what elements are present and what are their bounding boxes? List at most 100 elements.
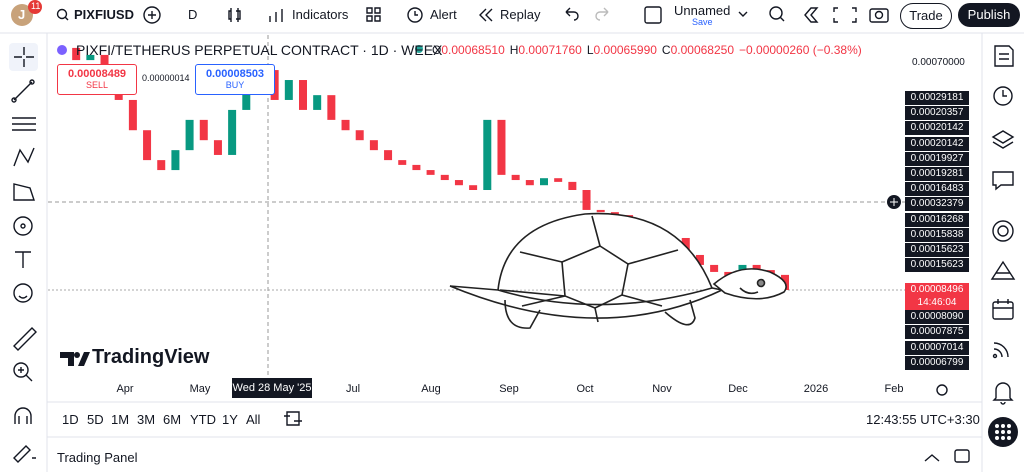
alert-price-label: 0.00015623 (905, 258, 969, 273)
candle (299, 80, 307, 110)
candle (695, 254, 704, 265)
badge: 11 (31, 1, 41, 11)
candle (596, 209, 605, 213)
ohlc-label: L (586, 43, 594, 57)
legend-title: PIXFI/TETHERUS PERPETUAL CONTRACT · 1D ·… (76, 42, 443, 58)
time-label: Jul (345, 383, 361, 395)
candle (228, 109, 237, 155)
left-toolbar (9, 43, 38, 463)
current-price: 0.00008496 14:46:04 (905, 283, 969, 310)
candle (412, 164, 421, 171)
alert-price-label: 0.00016483 (905, 182, 969, 197)
current-price-value: 0.00008496 (910, 284, 964, 295)
crosshair-date-box (232, 378, 312, 398)
candle (199, 119, 208, 141)
avatar[interactable]: J (18, 7, 26, 22)
candle (157, 160, 166, 171)
candle (483, 119, 492, 191)
candle (497, 119, 506, 175)
range-button[interactable]: 5D (87, 412, 104, 427)
buy-button[interactable]: 0.00008503 BUY (195, 64, 275, 95)
symbol-search[interactable]: PIXFIUSD (74, 7, 134, 22)
time-label: Feb (884, 383, 904, 395)
alert-price-label: 0.00015838 (905, 227, 969, 242)
sell-button[interactable]: 0.00008489 SELL (57, 64, 137, 95)
trade-button[interactable]: Trade (900, 3, 952, 29)
ohlc-value: 0.00065990 (593, 43, 657, 57)
ohlc-label: O (432, 43, 442, 57)
interval[interactable]: D (188, 7, 198, 22)
candle (582, 190, 591, 210)
time-label: Nov (652, 383, 672, 395)
time-label: May (189, 383, 211, 395)
candle (313, 95, 322, 110)
ohlc-label: C (661, 43, 671, 57)
candle (454, 180, 463, 186)
alert-price-label: 0.00029181 (905, 91, 969, 105)
candle (384, 150, 393, 161)
range-button[interactable]: YTD (190, 412, 216, 427)
range-button[interactable]: All (246, 412, 261, 427)
candle (426, 170, 435, 175)
candle (341, 119, 350, 131)
alert-price-label: 0.00020357 (905, 106, 969, 121)
brand: TradingView (92, 346, 210, 368)
candle (171, 150, 180, 171)
price-label: 0.00008090 (905, 310, 969, 324)
range-button[interactable]: 1D (62, 412, 79, 427)
candle (72, 47, 81, 61)
replay[interactable]: Replay (500, 7, 541, 22)
range-button[interactable]: 1Y (222, 412, 238, 427)
candle (369, 140, 378, 151)
time-label: Dec (728, 383, 748, 395)
ohlc: O0.00068510 H0.00071760 L0.00065990 C0.0006… (432, 43, 862, 57)
ohlc-change: −0.00000260 (−0.38%) (739, 43, 862, 57)
indicators[interactable]: Indicators (292, 7, 349, 22)
crosshair-date: Wed 28 May '25 (232, 382, 312, 394)
save[interactable]: Save (692, 17, 713, 27)
alert-price-label: 0.00019281 (905, 167, 969, 181)
candle (554, 178, 563, 182)
time-label: Apr (116, 383, 134, 395)
candle (398, 160, 407, 165)
candle (710, 264, 719, 272)
alert-price-label: 0.00020142 (905, 136, 969, 151)
ohlc-value: 0.00071760 (518, 43, 582, 57)
range-button[interactable]: 1M (111, 412, 130, 427)
status-dot (415, 45, 423, 53)
alert-price-label: 0.00020142 (905, 121, 969, 136)
time-label: Aug (421, 383, 441, 395)
candle (752, 264, 761, 271)
crosshair-add-icon (890, 198, 898, 206)
candle (242, 89, 251, 110)
candle (469, 185, 478, 191)
alert-price-label: 0.00032379 (905, 197, 969, 212)
spread: 0.00000014 (142, 73, 190, 83)
publish-button[interactable]: Publish (958, 3, 1020, 27)
buy-price: 0.00008503 (205, 68, 265, 80)
price-label: 0.00007875 (905, 325, 969, 340)
range-button[interactable]: 6M (163, 412, 182, 427)
candle (440, 174, 449, 181)
range-button[interactable]: 3M (137, 412, 156, 427)
candle (568, 181, 577, 191)
axis-settings[interactable] (936, 384, 948, 396)
candle (143, 130, 152, 161)
layout-name[interactable]: Unnamed (674, 3, 731, 18)
alert[interactable]: Alert (430, 7, 457, 22)
alert-price-label: 0.00019927 (905, 151, 969, 166)
alert-price-label: 0.00016268 (905, 212, 969, 227)
candle (284, 80, 293, 100)
candle (355, 130, 364, 141)
time-label: Sep (499, 383, 519, 395)
alert-price-label: 0.00015623 (905, 243, 969, 257)
candle (525, 180, 534, 186)
trading-panel[interactable]: Trading Panel (57, 450, 138, 465)
sell-label: SELL (85, 80, 109, 90)
candle (128, 99, 137, 131)
symbol-icon (57, 45, 67, 55)
ohlc-value: 0.00068250 (670, 43, 734, 57)
price-label: 0.00006799 (905, 355, 969, 370)
ohlc-label: H (509, 43, 519, 57)
